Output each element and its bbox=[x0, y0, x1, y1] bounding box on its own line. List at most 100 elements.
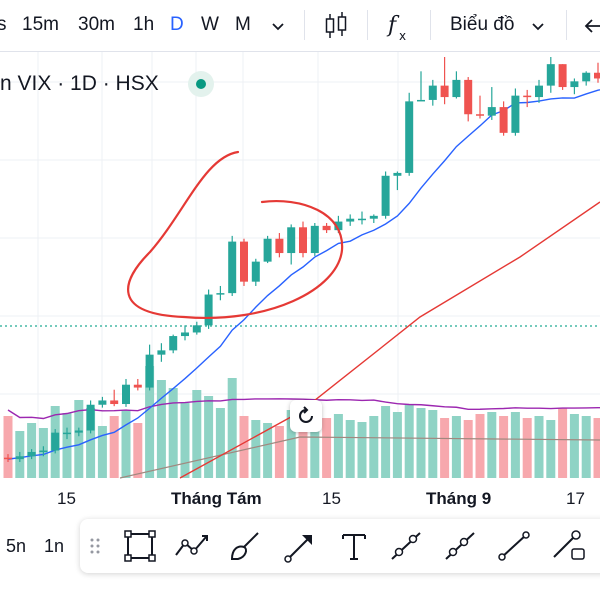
volume-bar bbox=[180, 403, 190, 478]
volume-bar bbox=[440, 418, 450, 478]
toolbar-divider bbox=[430, 10, 431, 40]
volume-bar bbox=[428, 410, 438, 478]
volume-bar bbox=[345, 420, 355, 478]
volume-bar bbox=[546, 420, 556, 478]
volume-bar bbox=[227, 378, 237, 478]
x-axis-label: Tháng 9 bbox=[426, 489, 492, 508]
chart-type-selector[interactable]: Biểu đồ bbox=[450, 14, 515, 35]
candle-body bbox=[523, 95, 532, 98]
candle-body bbox=[27, 451, 36, 457]
candle-body bbox=[216, 293, 225, 295]
range-1d-button[interactable]: 1n bbox=[44, 536, 65, 556]
candle-body bbox=[393, 172, 402, 176]
candle-body bbox=[39, 450, 48, 453]
volume-bar bbox=[239, 416, 249, 478]
path-icon[interactable] bbox=[172, 527, 212, 565]
back-arrow-icon[interactable] bbox=[582, 14, 600, 38]
timeframe-day[interactable]: D bbox=[170, 14, 184, 35]
fx-indicator-icon[interactable]: f x bbox=[384, 10, 414, 44]
brush-icon[interactable] bbox=[226, 527, 266, 565]
candle-body bbox=[51, 432, 60, 451]
candle-body bbox=[98, 400, 107, 405]
volume-bar bbox=[168, 388, 178, 478]
candles-icon[interactable] bbox=[322, 10, 350, 42]
range-5d-button[interactable]: 5n bbox=[6, 536, 27, 556]
volume-bar bbox=[499, 416, 509, 478]
ma-fast-line bbox=[7, 89, 600, 460]
volume-bar bbox=[357, 422, 367, 478]
trend-line-icon[interactable] bbox=[386, 527, 426, 565]
ray-icon[interactable] bbox=[440, 527, 480, 565]
volume-bar bbox=[192, 390, 202, 478]
market-status-dot[interactable] bbox=[188, 71, 214, 97]
candle-body bbox=[169, 336, 178, 351]
arrow-icon[interactable] bbox=[280, 527, 320, 565]
candle-body bbox=[74, 430, 83, 433]
timeframe-week[interactable]: W bbox=[201, 14, 219, 35]
price-chart[interactable] bbox=[0, 52, 600, 512]
volume-bar bbox=[62, 413, 72, 478]
chevron-down-icon[interactable] bbox=[528, 16, 548, 36]
symbol-legend[interactable]: n VIX · 1D · HSX bbox=[0, 72, 159, 95]
volume-bar bbox=[510, 412, 520, 478]
timeframe-1h[interactable]: 1h bbox=[133, 14, 155, 35]
candle-body bbox=[546, 64, 555, 86]
rectangle-icon[interactable] bbox=[120, 527, 160, 565]
volume-bar bbox=[475, 414, 485, 478]
candle-body bbox=[428, 85, 437, 100]
svg-text:f: f bbox=[386, 13, 400, 38]
timeframe-15m[interactable]: 15m bbox=[22, 14, 59, 35]
top-toolbar: s 15m 30m 1h D W M f x Biểu đồ bbox=[0, 0, 600, 52]
volume-bar bbox=[581, 416, 591, 478]
candle-body bbox=[63, 432, 71, 435]
svg-text:x: x bbox=[399, 29, 406, 43]
candle-body bbox=[487, 107, 496, 116]
candle-body bbox=[145, 354, 154, 388]
candle-body bbox=[251, 261, 260, 282]
candle-body bbox=[334, 221, 343, 231]
x-axis-label: 17 bbox=[566, 489, 585, 508]
volume-bar bbox=[109, 416, 119, 478]
timeframe-30m[interactable]: 30m bbox=[78, 14, 115, 35]
volume-bar bbox=[133, 423, 143, 478]
volume-bar bbox=[263, 423, 273, 478]
candle-body bbox=[476, 114, 484, 116]
candle-body bbox=[192, 325, 201, 333]
volume-bar bbox=[274, 426, 284, 478]
candle-body bbox=[275, 238, 284, 254]
toolbar-divider bbox=[304, 10, 305, 40]
volume-bar bbox=[463, 420, 473, 478]
volume-bar bbox=[298, 416, 308, 478]
chevron-down-icon[interactable] bbox=[268, 16, 288, 36]
volume-bar bbox=[487, 412, 497, 478]
refresh-icon bbox=[299, 406, 313, 423]
text-icon[interactable] bbox=[334, 527, 374, 565]
volume-bar bbox=[534, 416, 544, 478]
candle-body bbox=[582, 72, 591, 82]
candle-body bbox=[452, 79, 461, 98]
candle-body bbox=[440, 85, 449, 98]
reset-chart-button[interactable] bbox=[290, 400, 322, 432]
candle-body bbox=[417, 99, 425, 102]
ma-slow-line bbox=[179, 201, 600, 479]
volume-bar bbox=[392, 412, 402, 478]
candle-body bbox=[310, 225, 319, 254]
volume-bar bbox=[381, 406, 391, 478]
line-icon[interactable] bbox=[494, 527, 534, 565]
timeframe-prev-label[interactable]: s bbox=[0, 14, 7, 35]
volume-bar bbox=[156, 380, 166, 478]
candle-body bbox=[204, 294, 213, 326]
drag-handle-icon[interactable] bbox=[88, 536, 102, 556]
volume-bar bbox=[322, 418, 332, 478]
volume-bar bbox=[522, 418, 532, 478]
volume-bar bbox=[404, 404, 414, 478]
candle-body bbox=[122, 384, 130, 405]
candle-body bbox=[594, 72, 600, 79]
annotation-ellipse bbox=[127, 150, 344, 319]
volume-bar bbox=[310, 412, 320, 478]
volume-bar bbox=[97, 426, 107, 478]
timeframe-month[interactable]: M bbox=[235, 14, 251, 35]
shapes-icon[interactable] bbox=[548, 527, 588, 565]
candle-body bbox=[499, 107, 508, 133]
volume-bar bbox=[416, 408, 426, 478]
